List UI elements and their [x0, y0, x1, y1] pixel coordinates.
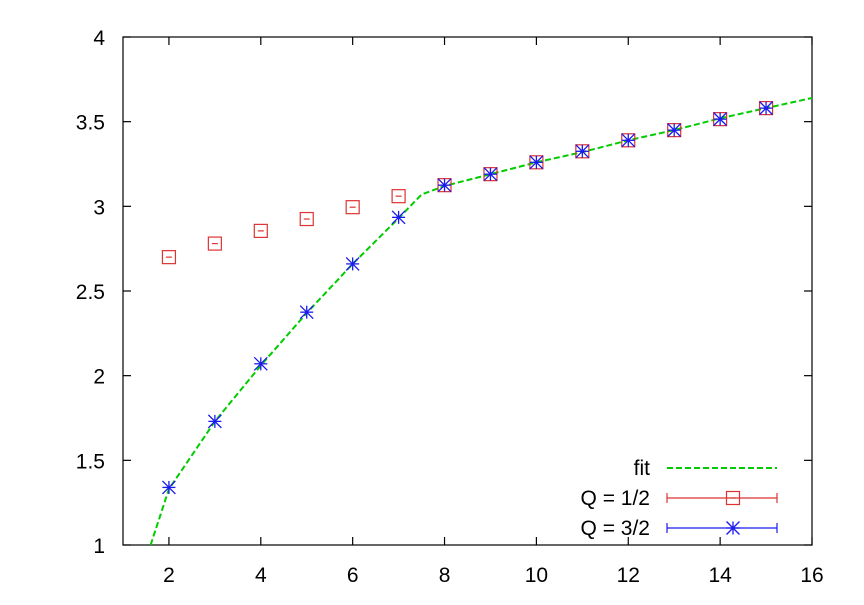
x-tick-label: 14: [708, 564, 732, 587]
q-three-half-point: [391, 210, 406, 225]
legend-star-marker: [726, 521, 740, 535]
x-tick-label: 12: [617, 564, 640, 587]
x-tick-label: 10: [525, 564, 548, 587]
legend: fit Q = 1/2 Q = 3/2: [581, 457, 778, 540]
y-tick-label: 2.5: [76, 281, 105, 304]
legend-label: Q = 1/2: [581, 487, 650, 510]
q-three-half-point: [759, 101, 774, 116]
q-three-half-point: [207, 414, 222, 429]
q-half-point: [299, 211, 314, 227]
x-tick-label: 4: [255, 564, 267, 587]
y-tick-label: 1: [93, 535, 105, 558]
q-three-half-point: [345, 256, 360, 271]
x-tick-label: 2: [163, 564, 175, 587]
x-tick-label: 16: [800, 564, 823, 587]
q-three-half-point: [483, 167, 498, 182]
y-tick-label: 2: [93, 366, 105, 389]
legend-label: fit: [634, 457, 651, 480]
q-three-half-point: [161, 480, 176, 495]
q-three-half-point: [299, 305, 314, 320]
q-three-half-point: [529, 155, 544, 170]
q-three-half-point: [437, 178, 452, 193]
q-half-point: [207, 236, 222, 251]
axis-tick-labels: 2 4 6 8 10 12 14 16 1 1.5 2 2.5 3 3.5 4: [76, 27, 824, 587]
q-half-point: [253, 223, 268, 238]
y-tick-label: 3.5: [76, 112, 105, 135]
legend-label: Q = 3/2: [581, 517, 650, 540]
x-tick-label: 8: [439, 564, 451, 587]
y-tick-label: 3: [93, 196, 105, 219]
q-half-point: [345, 200, 360, 215]
y-tick-label: 4: [93, 27, 105, 50]
legend-square-marker: [725, 490, 741, 506]
q-three-half-point: [575, 144, 590, 159]
q-three-half-point: [621, 133, 636, 148]
axis-ticks: [123, 36, 813, 546]
x-tick-label: 6: [347, 564, 359, 587]
series-layer: [149, 97, 813, 546]
q-three-half-point: [713, 112, 728, 127]
q-three-half-point: [667, 123, 682, 138]
fit-line: [149, 97, 813, 546]
y-tick-label: 1.5: [76, 450, 105, 473]
q-half-point: [391, 189, 406, 204]
q-three-half-point: [253, 356, 268, 371]
q-half-point: [161, 250, 177, 265]
